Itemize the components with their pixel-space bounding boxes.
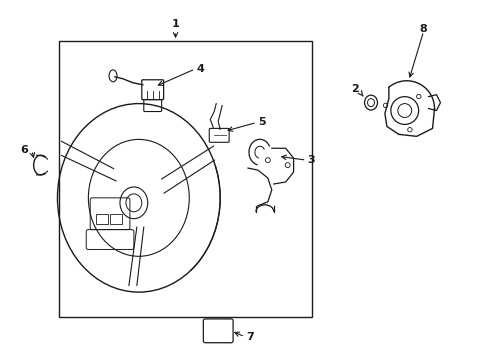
Text: 1: 1 [171,19,179,29]
Bar [110,214,122,224]
Text: 2: 2 [350,84,358,94]
Text: 7: 7 [245,332,253,342]
Text: 3: 3 [307,155,315,165]
Text: 6: 6 [20,145,28,155]
Text: 5: 5 [258,117,265,127]
Text: 4: 4 [196,64,204,74]
Bar [60,41,312,317]
Text: 8: 8 [419,24,427,34]
Bar [96,214,108,224]
